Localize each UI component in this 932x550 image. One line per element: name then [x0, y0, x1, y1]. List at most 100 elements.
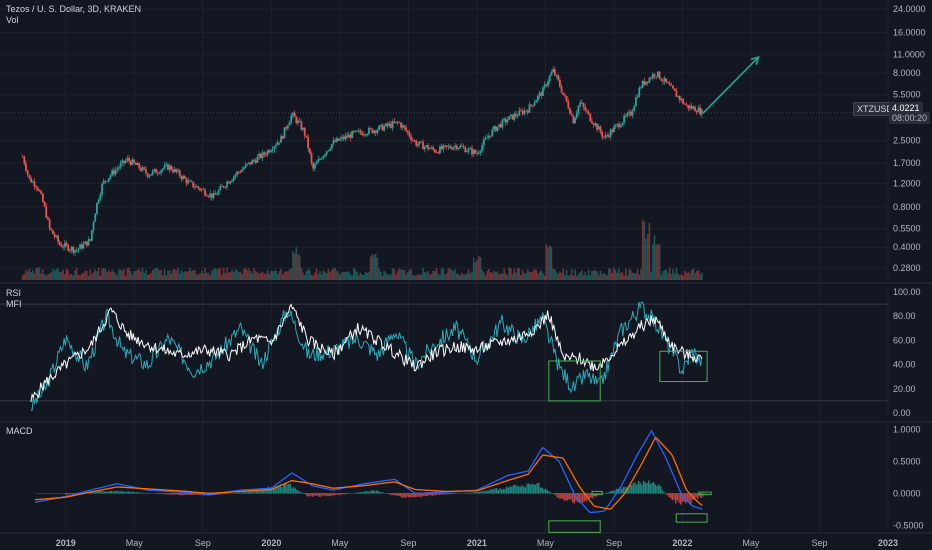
- candle-up: [579, 102, 582, 106]
- macd-histogram-bar: [397, 493, 400, 496]
- candle-down: [342, 136, 345, 140]
- volume-bar: [79, 275, 81, 280]
- volume-bar: [261, 271, 264, 280]
- candle-up: [645, 81, 647, 85]
- macd-histogram-bar: [666, 493, 668, 496]
- volume-bar: [692, 268, 695, 280]
- macd-histogram-bar: [484, 491, 486, 494]
- volume-bar: [234, 269, 237, 280]
- volume-bar: [396, 270, 399, 280]
- volume-bar: [243, 268, 245, 280]
- price-tick-label: 0.8000: [893, 202, 921, 212]
- candle-up: [335, 138, 338, 142]
- candle-down: [611, 129, 614, 133]
- candle-up: [119, 163, 122, 168]
- macd-histogram-bar: [163, 493, 165, 495]
- volume-bar: [403, 269, 406, 280]
- volume-bar: [258, 273, 260, 280]
- macd-histogram-bar: [245, 492, 248, 494]
- candle-up: [161, 168, 164, 171]
- volume-bar: [141, 268, 144, 280]
- volume-bar: [155, 267, 157, 280]
- candle-down: [398, 122, 401, 124]
- candle-up: [518, 110, 521, 116]
- volume-bar: [182, 272, 184, 280]
- candle-up: [276, 142, 279, 145]
- candle-up: [378, 125, 380, 130]
- macd-histogram-bar: [286, 484, 288, 494]
- volume-bar: [395, 274, 397, 280]
- volume-bar: [434, 270, 436, 280]
- volume-bar: [172, 269, 174, 280]
- macd-histogram-bar: [539, 487, 542, 494]
- volume-bar: [366, 272, 369, 280]
- macd-histogram-bar: [696, 493, 699, 499]
- candle-up: [692, 106, 695, 109]
- candle-down: [586, 110, 588, 112]
- candle-down: [601, 132, 604, 137]
- volume-bar: [192, 270, 195, 280]
- volume-bar: [231, 269, 233, 280]
- candle-down: [112, 170, 115, 175]
- macd-histogram-bar: [274, 486, 276, 494]
- macd-histogram-bar: [656, 485, 658, 494]
- candle-up: [244, 164, 247, 168]
- candle-up: [111, 170, 114, 176]
- volume-bar: [322, 270, 325, 280]
- volume-bar: [151, 270, 154, 280]
- volume-bar: [214, 268, 217, 280]
- candle-down: [25, 163, 27, 171]
- macd-histogram-bar: [598, 493, 601, 495]
- candle-up: [626, 113, 629, 116]
- macd-histogram-bar: [276, 486, 278, 494]
- candle-down: [38, 189, 41, 192]
- candle-down: [89, 239, 92, 241]
- macd-histogram-bar: [490, 489, 493, 494]
- candle-up: [619, 125, 622, 128]
- volume-bar: [285, 271, 287, 280]
- candle-down: [158, 173, 161, 174]
- candle-up: [246, 163, 249, 165]
- candle-down: [408, 132, 411, 137]
- volume-bar: [70, 273, 73, 280]
- volume-bar: [599, 270, 602, 280]
- macd-histogram-bar: [392, 493, 395, 496]
- volume-bar: [170, 273, 173, 280]
- candle-down: [172, 170, 174, 173]
- macd-histogram-bar: [609, 491, 611, 494]
- candle-up: [548, 75, 551, 82]
- volume-bar: [35, 268, 37, 280]
- volume-bar: [160, 269, 162, 280]
- macd-histogram-bar: [533, 484, 535, 494]
- macd-histogram-bar: [97, 490, 99, 494]
- candle-up: [486, 137, 489, 139]
- volume-bar: [499, 273, 502, 280]
- macd-histogram-bar: [355, 492, 358, 494]
- volume-bar: [109, 272, 112, 280]
- candle-up: [636, 97, 639, 98]
- macd-histogram-bar: [379, 491, 381, 494]
- candle-up: [87, 239, 90, 246]
- volume-bar: [101, 268, 103, 280]
- candle-down: [356, 130, 359, 132]
- price-tick-label: 1.7000: [893, 158, 921, 168]
- macd-tick-label: 0.5000: [893, 456, 921, 466]
- volume-bar: [195, 274, 198, 280]
- candle-up: [640, 87, 642, 89]
- volume-bar: [602, 272, 605, 280]
- candle-down: [587, 111, 590, 114]
- candle-up: [439, 146, 441, 154]
- volume-bar: [229, 271, 232, 280]
- volume-bar: [146, 274, 149, 280]
- volume-bar: [494, 272, 497, 280]
- candle-down: [264, 154, 267, 156]
- rsi-highlight-box: [659, 350, 708, 383]
- volume-bar: [253, 268, 255, 280]
- candle-down: [52, 230, 54, 235]
- volume-bar: [684, 270, 686, 280]
- volume-bar: [386, 274, 389, 280]
- candle-up: [69, 249, 71, 251]
- macd-histogram-bar: [137, 492, 140, 494]
- candle-down: [352, 131, 355, 133]
